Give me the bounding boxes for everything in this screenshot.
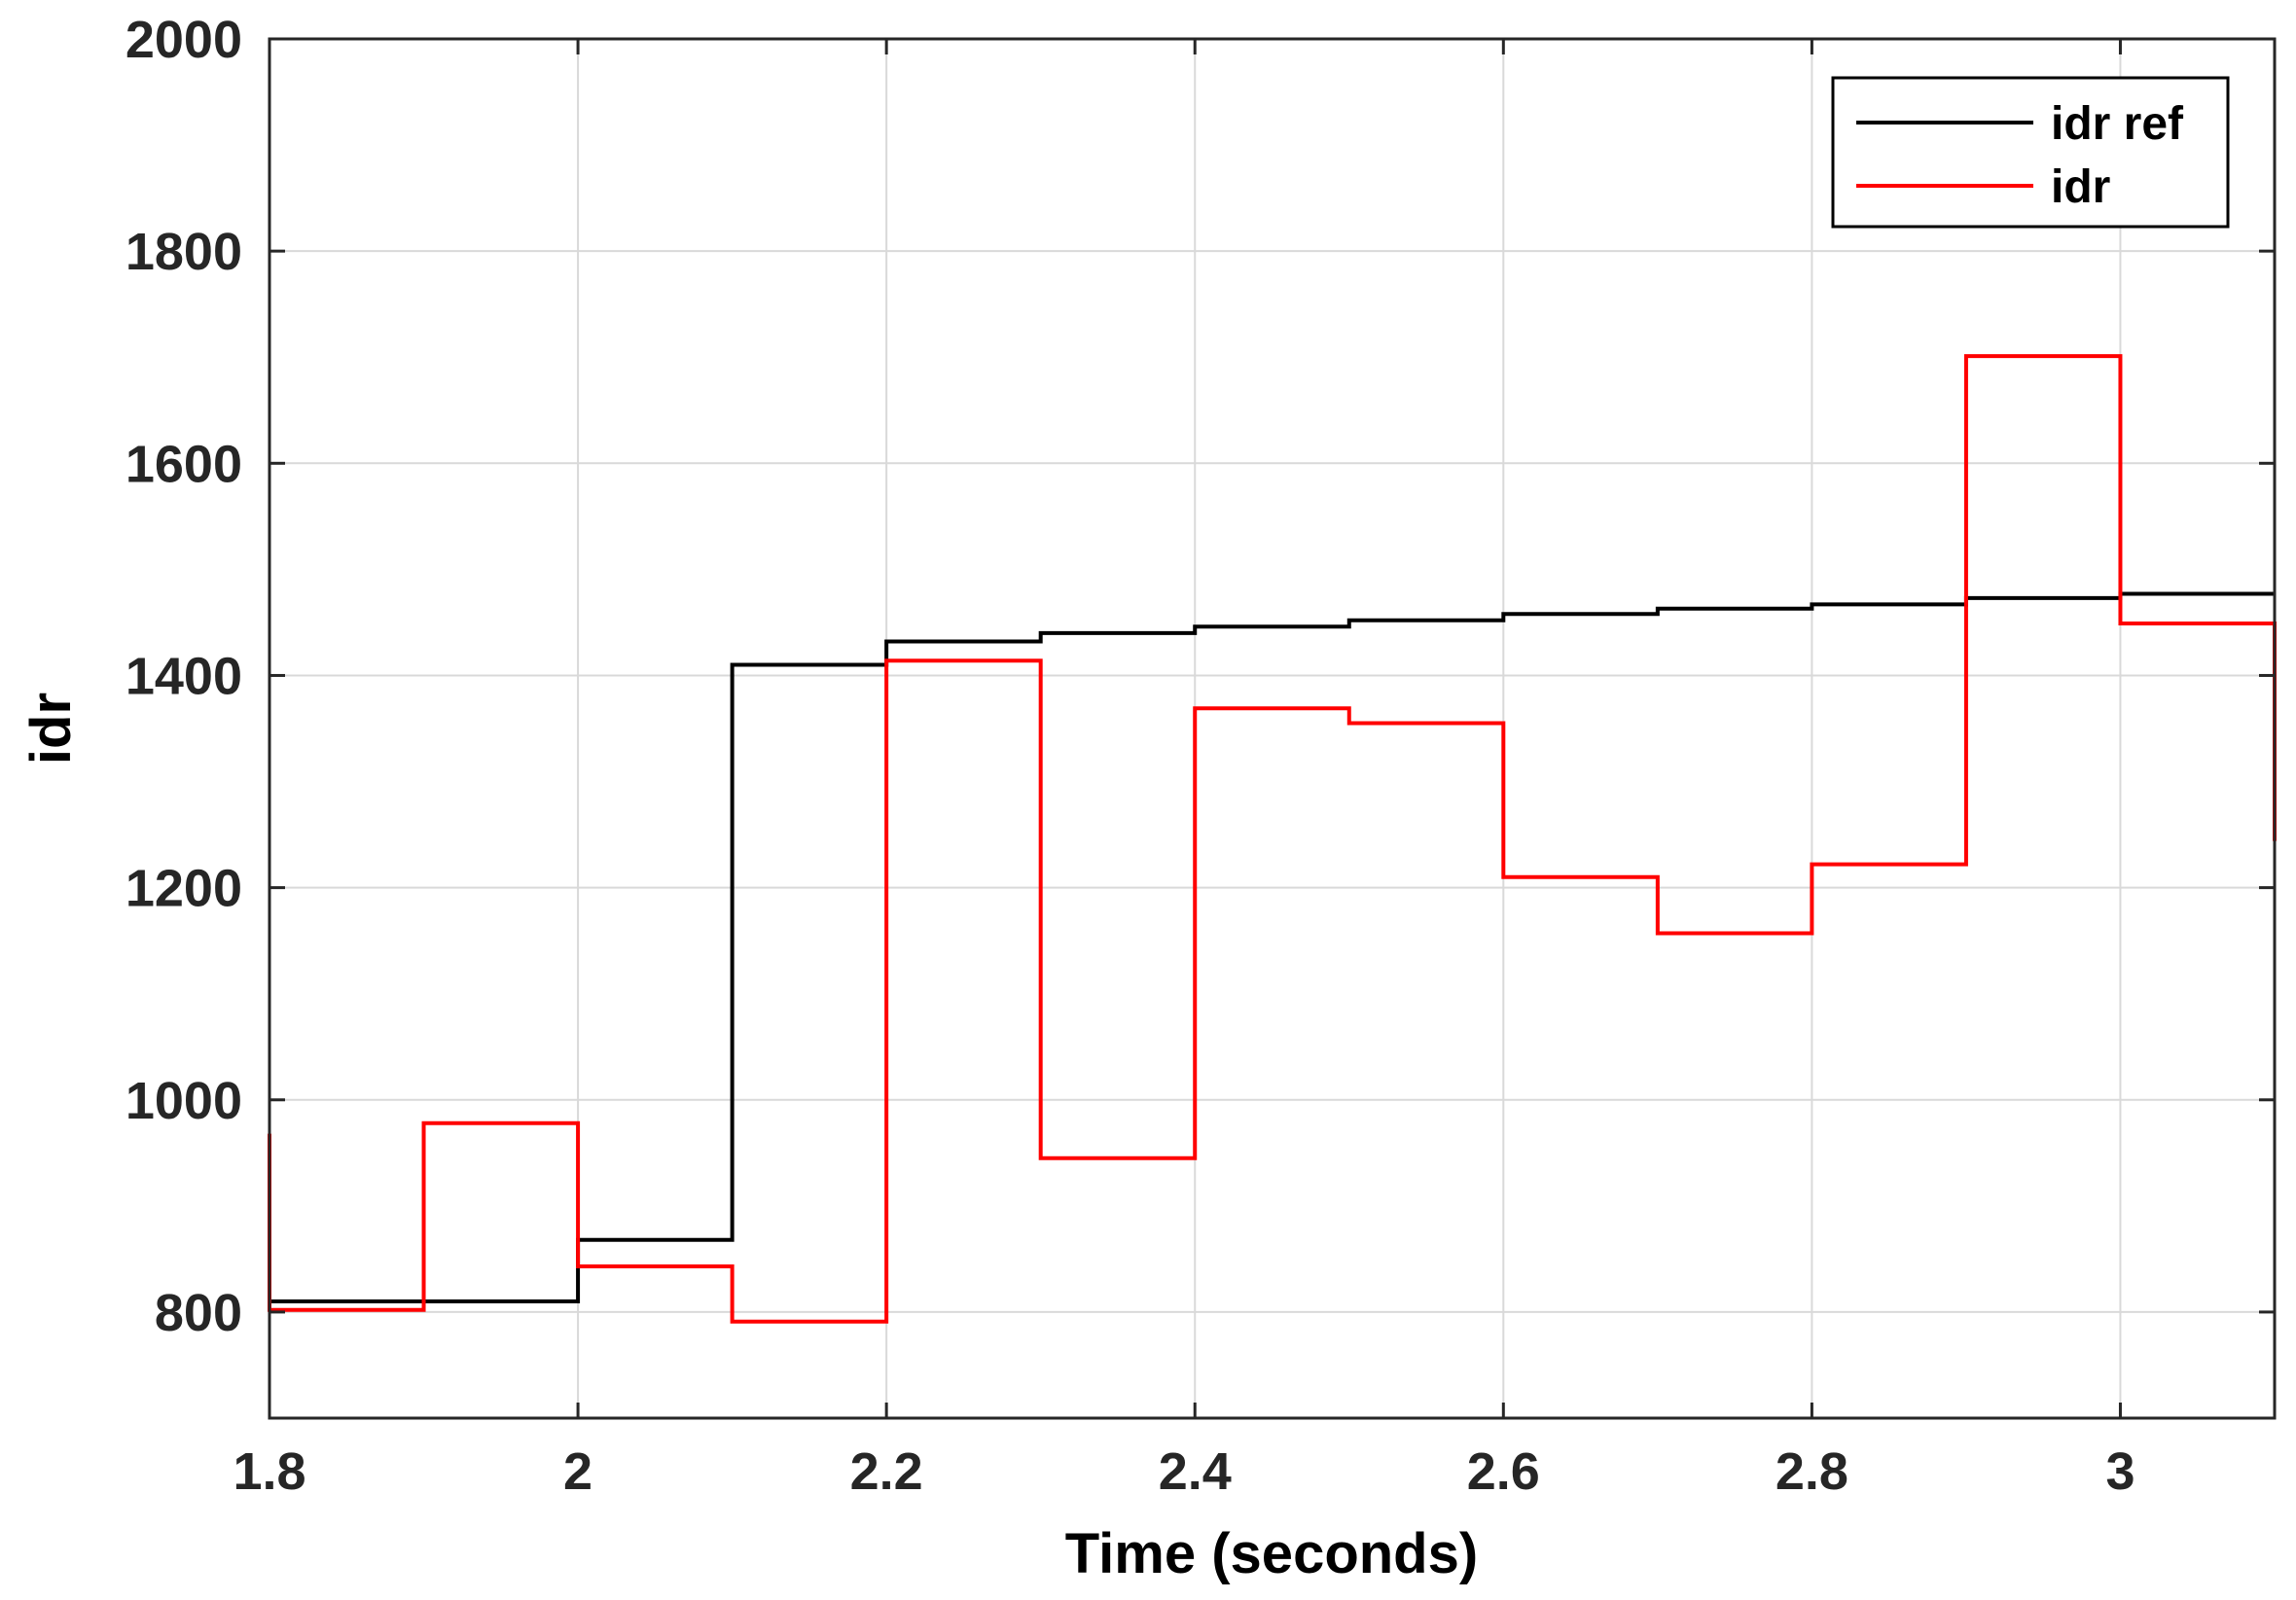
x-tick-label: 1.8 <box>233 1442 305 1501</box>
y-tick-label: 1800 <box>126 223 242 281</box>
y-tick-label: 1200 <box>126 860 242 918</box>
legend: idr ref idr <box>1831 76 2230 229</box>
y-tick-label: 1600 <box>126 435 242 493</box>
x-tick-label: 2.4 <box>1159 1442 1232 1501</box>
x-tick-label: 3 <box>2105 1442 2135 1501</box>
plot-background <box>269 39 2275 1418</box>
x-tick-label: 2.2 <box>850 1442 923 1501</box>
y-axis-title: idr <box>19 693 83 764</box>
y-tick-label: 1400 <box>126 647 242 705</box>
x-axis-title: Time (seconds) <box>1065 1522 1478 1585</box>
y-tick-label: 800 <box>155 1284 242 1342</box>
x-tick-label: 2.8 <box>1776 1442 1848 1501</box>
x-tick-label: 2.6 <box>1467 1442 1540 1501</box>
y-tick-label: 2000 <box>126 11 242 69</box>
legend-label-idr: idr <box>2051 161 2110 213</box>
y-tick-label: 1000 <box>126 1072 242 1130</box>
legend-label-idr-ref: idr ref <box>2051 98 2184 150</box>
ticks <box>268 37 2275 1418</box>
legend-box <box>1831 76 2230 229</box>
x-tick-label: 2 <box>563 1442 592 1501</box>
series-line-idr <box>268 354 2277 1324</box>
series-layer <box>268 354 2277 1324</box>
tick-labels: 1.8 2 2.2 2.4 2.6 2.8 3 800 1000 1200 1400 1600 1800… <box>126 11 2135 1501</box>
plot-frame <box>268 37 2277 1420</box>
